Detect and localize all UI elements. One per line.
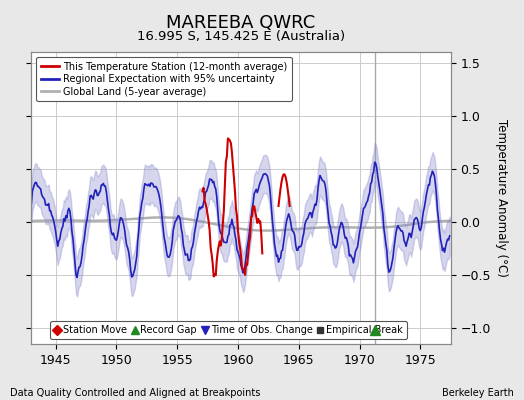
Text: MAREEBA QWRC: MAREEBA QWRC — [167, 14, 315, 32]
Text: Berkeley Earth: Berkeley Earth — [442, 388, 514, 398]
Text: 16.995 S, 145.425 E (Australia): 16.995 S, 145.425 E (Australia) — [137, 30, 345, 43]
Text: Data Quality Controlled and Aligned at Breakpoints: Data Quality Controlled and Aligned at B… — [10, 388, 261, 398]
Legend: Station Move, Record Gap, Time of Obs. Change, Empirical Break: Station Move, Record Gap, Time of Obs. C… — [50, 321, 407, 339]
Y-axis label: Temperature Anomaly (°C): Temperature Anomaly (°C) — [495, 119, 508, 277]
